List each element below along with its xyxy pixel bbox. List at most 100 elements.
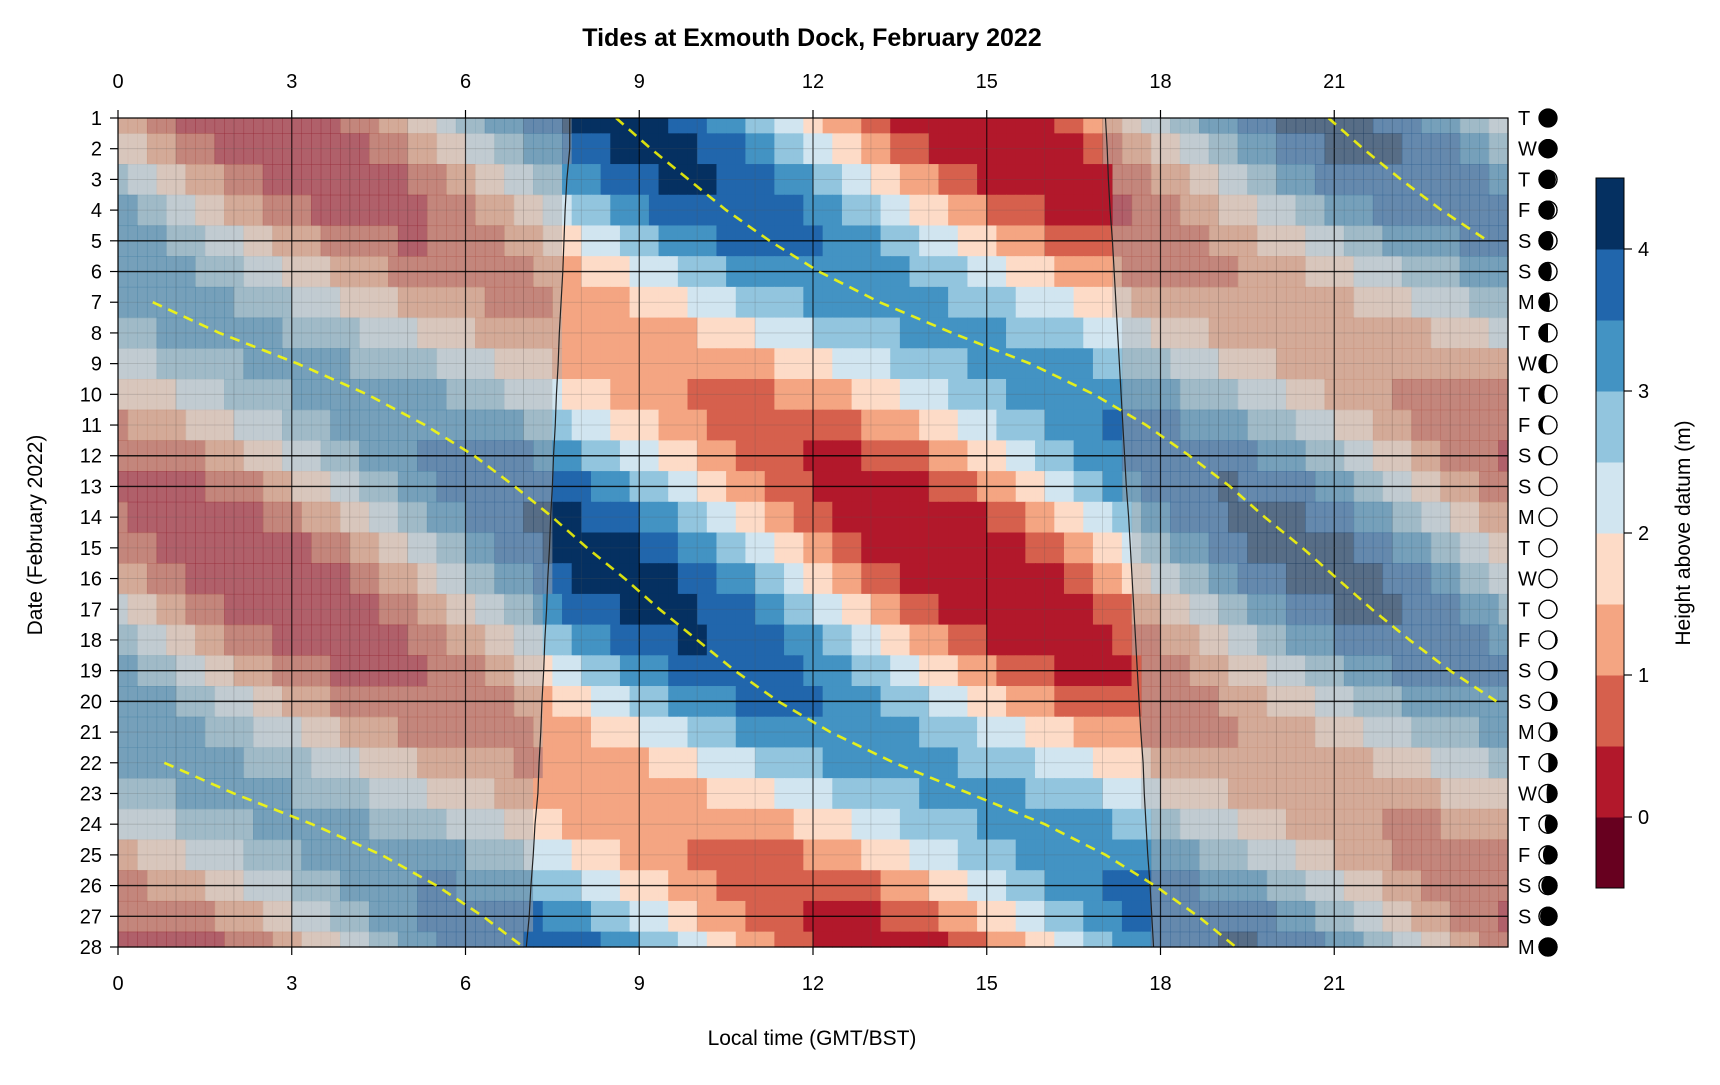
heat-cell [523, 624, 534, 656]
heat-cell [311, 593, 322, 626]
heat-cell [513, 164, 525, 196]
night-shade-cell [1247, 378, 1258, 411]
night-shade-cell [243, 501, 254, 534]
heat-cell [195, 532, 206, 564]
night-shade-cell [1430, 532, 1442, 564]
night-shade-cell [1208, 501, 1220, 534]
heat-cell [1131, 133, 1142, 165]
heat-cell [1141, 532, 1152, 564]
night-shade-cell [185, 532, 196, 564]
heat-cell [851, 378, 862, 411]
heat-cell [156, 624, 167, 656]
night-shade-cell [214, 532, 225, 564]
night-shade-cell [1295, 164, 1306, 196]
heat-cell [214, 747, 225, 779]
heat-cell [262, 378, 274, 411]
heat-cell [1363, 194, 1374, 227]
heat-cell [967, 747, 978, 779]
heat-cell [1131, 164, 1142, 196]
heat-cell [233, 317, 245, 349]
night-shade-cell [1160, 716, 1171, 749]
heat-cell [716, 348, 727, 380]
night-shade-cell [407, 194, 418, 227]
heat-cell [870, 624, 882, 656]
heat-cell [523, 716, 534, 749]
night-shade-cell [146, 194, 158, 227]
night-shade-cell [504, 624, 515, 656]
heat-cell [1411, 409, 1422, 441]
heat-cell [658, 624, 669, 656]
night-shade-cell [204, 194, 216, 227]
heat-cell [1092, 624, 1104, 656]
heat-cell [610, 118, 621, 134]
heat-cell [1488, 624, 1499, 656]
night-shade-cell [1141, 118, 1152, 134]
night-shade-cell [1479, 716, 1490, 749]
heat-cell [610, 747, 621, 779]
heat-cell [1363, 348, 1374, 380]
heat-cell [928, 501, 940, 534]
chart-title: Tides at Exmouth Dock, February 2022 [582, 24, 1041, 52]
heat-cell [1257, 747, 1268, 779]
heat-cell [1430, 563, 1442, 595]
night-shade-cell [195, 532, 206, 564]
heat-cell [899, 716, 911, 749]
heat-cell [726, 164, 737, 196]
night-shade-cell [233, 133, 245, 165]
heat-cell [938, 378, 949, 411]
heat-cell [977, 378, 988, 411]
heat-cell [764, 317, 775, 349]
heat-cell [668, 286, 679, 319]
heat-cell [890, 133, 901, 165]
heat-cell [784, 348, 795, 380]
heat-cell [1392, 532, 1403, 564]
night-shade-cell [146, 286, 158, 319]
heat-cell [1199, 164, 1210, 196]
night-shade-cell [1488, 133, 1499, 165]
heat-cell [1083, 118, 1094, 134]
heat-cell [417, 118, 428, 134]
heat-cell [571, 409, 582, 441]
night-shade-cell [1440, 378, 1451, 411]
heat-cell [832, 593, 843, 626]
heat-cell [1150, 716, 1162, 749]
heat-cell [1141, 624, 1152, 656]
heat-cell [1189, 317, 1200, 349]
heat-cell [1073, 348, 1084, 380]
night-shade-cell [175, 747, 187, 779]
heat-cell [841, 286, 853, 319]
night-shade-cell [1266, 133, 1277, 165]
night-shade-cell [417, 348, 428, 380]
night-shade-cell [1295, 348, 1306, 380]
night-shade-cell [1170, 532, 1181, 564]
night-shade-cell [436, 348, 447, 380]
heat-cell [1334, 118, 1345, 134]
heat-cell [581, 317, 592, 349]
heat-cell [1228, 164, 1239, 196]
heat-cell [687, 317, 698, 349]
heat-cell [1063, 317, 1075, 349]
heat-cell [484, 118, 496, 134]
heat-cell [1392, 133, 1403, 165]
heat-cell [861, 563, 872, 595]
heat-cell [368, 133, 380, 165]
night-shade-cell [1353, 286, 1364, 319]
heat-cell [446, 501, 457, 534]
night-shade-cell [320, 563, 331, 595]
night-shade-cell [426, 624, 438, 656]
night-shade-cell [1353, 532, 1364, 564]
heat-cell [957, 747, 969, 779]
night-shade-cell [1295, 133, 1306, 165]
night-shade-cell [1363, 593, 1374, 626]
night-shade-cell [426, 118, 438, 134]
night-shade-cell [1276, 194, 1287, 227]
heat-cell [1324, 624, 1335, 656]
heat-cell [1305, 716, 1316, 749]
night-shade-cell [397, 409, 409, 441]
heat-cell [1179, 716, 1191, 749]
heat-cell [1208, 118, 1220, 134]
heat-cell [533, 118, 544, 134]
heat-cell [870, 286, 882, 319]
heat-cell [784, 118, 795, 134]
night-shade-cell [311, 747, 322, 779]
